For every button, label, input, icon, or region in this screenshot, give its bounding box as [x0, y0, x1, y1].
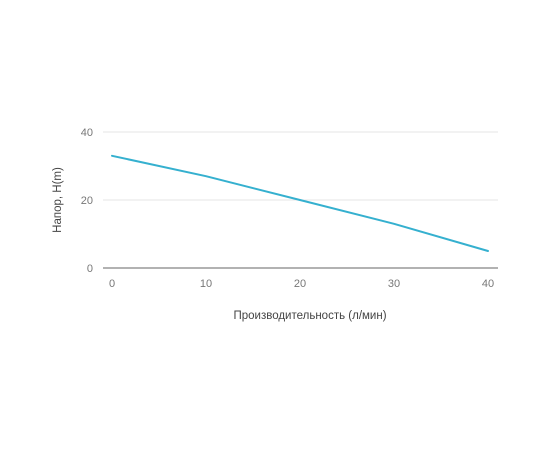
- x-tick-labels: 0 10 20 30 40: [109, 278, 494, 290]
- x-tick-label: 20: [294, 278, 306, 290]
- y-tick-label: 40: [81, 127, 93, 139]
- series-line-0: [111, 154, 489, 252]
- x-tick-label: 0: [109, 278, 115, 290]
- y-tick-label: 0: [87, 263, 93, 275]
- series-layer: [111, 154, 489, 252]
- x-tick-label: 40: [482, 278, 494, 290]
- x-axis-title: Производительность (л/мин): [233, 310, 386, 322]
- x-tick-label: 10: [200, 278, 212, 290]
- x-tick-label: 30: [388, 278, 400, 290]
- y-tick-label: 20: [81, 195, 93, 207]
- y-tick-labels: 0 20 40: [81, 127, 93, 275]
- y-axis-title: Напор, H(m): [52, 167, 64, 233]
